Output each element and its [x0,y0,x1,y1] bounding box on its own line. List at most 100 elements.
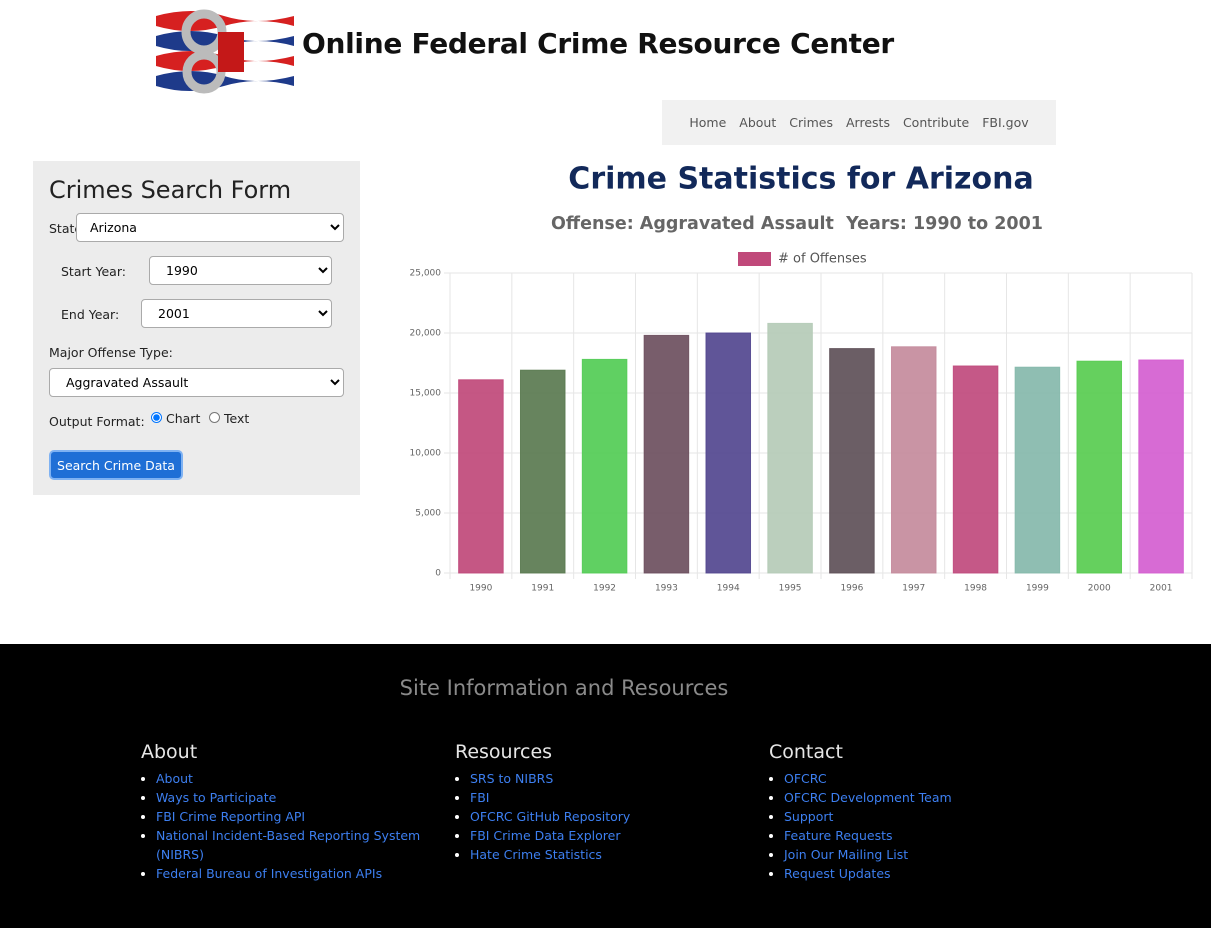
y-tick-label: 5,000 [415,509,441,519]
x-tick-label: 1996 [840,584,863,594]
radio[interactable] [151,412,162,423]
list-item: National Incident-Based Reporting System… [156,826,431,864]
footer-link[interactable]: OFCRC GitHub Repository [470,809,631,824]
footer-link[interactable]: National Incident-Based Reporting System… [156,828,421,862]
radio-label: Chart [166,411,201,426]
x-tick-label: 1995 [779,584,802,594]
radio[interactable] [209,412,220,423]
list-item: Request Updates [784,864,1059,883]
list-item: FBI Crime Data Explorer [470,826,745,845]
footer-link[interactable]: Join Our Mailing List [784,847,909,862]
list-item: Hate Crime Statistics [470,845,745,864]
chart-subtitle: Offense: Aggravated Assault Years: 1990 … [551,214,1043,234]
x-tick-label: 1999 [1026,584,1049,594]
x-tick-label: 1990 [469,584,492,594]
x-tick-label: 2001 [1150,584,1173,594]
bar [952,365,999,574]
footer-link[interactable]: Hate Crime Statistics [470,847,602,862]
offense-label: Major Offense Type: [49,345,173,360]
x-tick-label: 1993 [655,584,678,594]
nav-link[interactable]: Contribute [902,115,970,130]
footer-link[interactable]: Federal Bureau of Investigation APIs [156,866,383,881]
x-tick-label: 1994 [717,584,740,594]
search-button[interactable]: Search Crime Data [49,450,183,480]
list-item: Feature Requests [784,826,1059,845]
bar [458,379,504,574]
list-item: OFCRC GitHub Repository [470,807,745,826]
list-item: Support [784,807,1059,826]
list-item: Ways to Participate [156,788,431,807]
y-tick-label: 10,000 [410,449,442,459]
footer-column: About About Ways to Participate FBI Crime R… [141,741,431,883]
bar [581,358,628,574]
y-tick-label: 0 [435,569,441,579]
bar [1076,360,1123,574]
bar [1014,366,1061,574]
footer: Site Information and Resources AboutAbou… [0,644,1211,928]
legend-swatch [738,252,771,266]
footer-link[interactable]: Request Updates [784,866,891,881]
x-tick-label: 1998 [964,584,987,594]
footer-link[interactable]: Feature Requests [784,828,893,843]
footer-link[interactable]: OFCRC Development Team [784,790,952,805]
y-tick-label: 20,000 [410,329,442,339]
logo [156,8,294,94]
footer-link[interactable]: SRS to NIBRS [470,771,554,786]
end-select[interactable]: 2001 [141,299,332,328]
bar [1138,359,1184,574]
nav-link[interactable]: Home [689,115,727,130]
x-tick-label: 1992 [593,584,616,594]
list-item: Join Our Mailing List [784,845,1059,864]
nav-bar: Home About Crimes Arrests Contribute FBI.gov [662,100,1056,145]
bar [829,348,875,574]
column-heading: Contact [769,741,843,763]
bar [643,334,690,574]
y-tick-label: 15,000 [410,389,442,399]
column-heading: About [141,741,198,763]
list-item: FBI [470,788,745,807]
column-heading: Resources [455,741,553,763]
footer-link[interactable]: FBI Crime Data Explorer [470,828,621,843]
nav-link[interactable]: About [739,115,777,130]
site-title: Online Federal Crime Resource Center [302,27,894,60]
chart: Crime Statistics for Arizona Offense: Ag… [410,162,1193,594]
link-list: OFCRC OFCRC Development Team Support Featur… [769,769,1059,883]
radio-label: Text [224,411,250,426]
offense-select[interactable]: Aggravated Assault [49,368,344,397]
list-item: OFCRC Development Team [784,788,1059,807]
y-tick-label: 25,000 [410,269,442,279]
footer-column: Contact OFCRC OFCRC Development Team Suppor… [769,741,1059,883]
chart-title: Crime Statistics for Arizona [568,162,1033,197]
output-label: Output Format: [49,414,145,429]
x-tick-label: 1991 [531,584,554,594]
start-select[interactable]: 1990 [149,256,332,285]
footer-link[interactable]: OFCRC [784,771,827,786]
list-item: OFCRC [784,769,1059,788]
footer-link[interactable]: FBI Crime Reporting API [156,809,306,824]
state-select[interactable]: Arizona [76,213,344,242]
nav-link[interactable]: Crimes [789,115,833,130]
footer-link[interactable]: Support [784,809,834,824]
start-label: Start Year: [61,264,126,279]
list-item: Federal Bureau of Investigation APIs [156,864,431,883]
x-tick-label: 2000 [1088,584,1111,594]
text-radio[interactable]: Text [209,411,249,426]
nav-link[interactable]: Arrests [846,115,890,130]
link-list: SRS to NIBRS FBI OFCRC GitHub Repository FB… [455,769,745,864]
nav-link[interactable]: FBI.gov [982,115,1029,130]
x-tick-label: 1997 [902,584,925,594]
list-item: FBI Crime Reporting API [156,807,431,826]
bar [890,346,937,574]
bar [767,322,813,574]
bar [705,332,752,574]
end-label: End Year: [61,307,120,322]
footer-link[interactable]: Ways to Participate [156,790,277,805]
footer-link[interactable]: FBI [470,790,490,805]
footer-title: Site Information and Resources [399,676,729,700]
chart-radio[interactable]: Chart [151,411,200,426]
bar [519,369,566,574]
footer-link[interactable]: About [156,771,193,786]
search-form: Crimes Search Form State: Arizona Start … [33,161,360,495]
form-title: Crimes Search Form [49,176,292,204]
